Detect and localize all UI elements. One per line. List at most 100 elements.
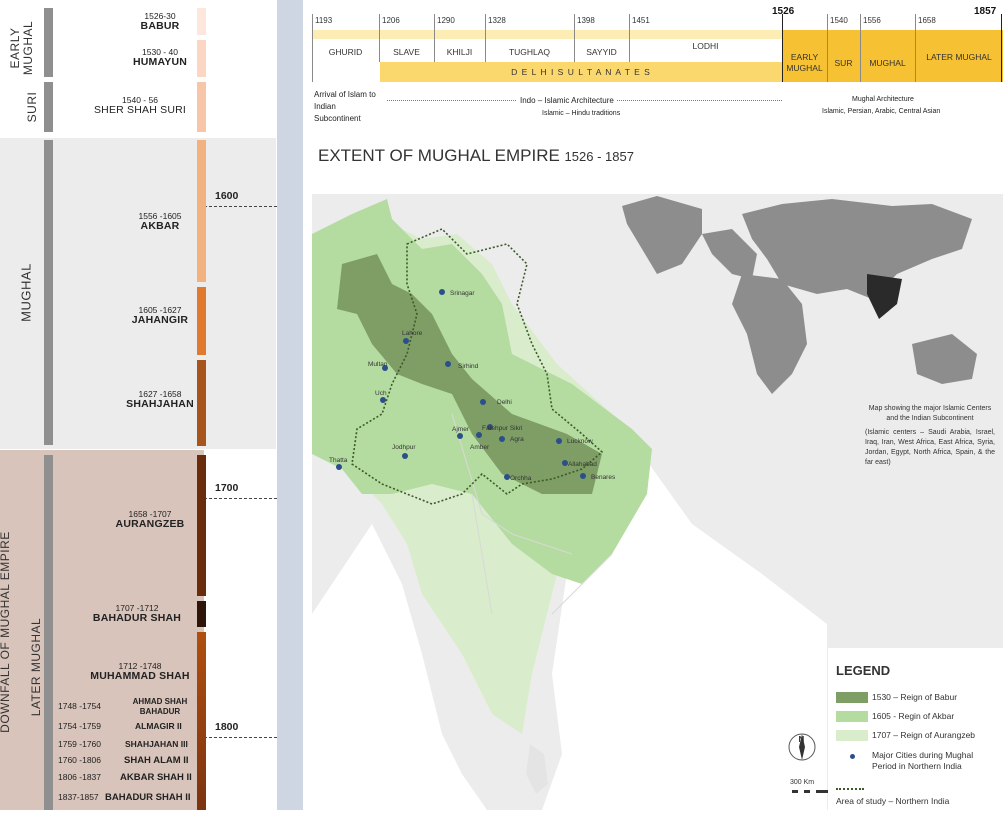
ruler-muhammad-shah: 1712 -1748 MUHAMMAD SHAH: [75, 661, 205, 681]
ruler-dates: 1605 -1627: [138, 305, 182, 315]
ruler-name: SHAHJAHAN: [126, 398, 194, 410]
ruler-dates: 1627 -1658: [138, 389, 182, 399]
city-dot-ajmer[interactable]: [457, 433, 463, 439]
swatch-later: [197, 632, 206, 810]
city-dot-amber[interactable]: [476, 432, 482, 438]
city-dot-multan[interactable]: [382, 365, 388, 371]
city-label-allahabad: Allahabad: [568, 461, 597, 468]
mughal-bar: [44, 140, 53, 445]
year-1700-tick: [204, 498, 302, 499]
ruler-jahangir: 1605 -1627 JAHANGIR: [100, 305, 220, 325]
year-1800: 1800: [215, 721, 239, 733]
swatch-sher-shah: [197, 82, 206, 132]
period-slave: SLAVE: [393, 47, 420, 57]
ruler-sher-shah-suri: 1540 - 56 SHER SHAH SURI: [70, 95, 210, 115]
section-later-mughal: LATER MUGHAL: [29, 617, 43, 717]
timeline-band-light: [312, 30, 1003, 39]
city-dot-allahabad[interactable]: [562, 460, 568, 466]
compass-n: N: [799, 735, 805, 744]
city-dot-orchha[interactable]: [504, 474, 510, 480]
city-dot-delhi[interactable]: [480, 399, 486, 405]
ruler-shahjahan: 1627 -1658 SHAHJAHAN: [100, 389, 220, 409]
region-babur: [337, 254, 602, 494]
ruler-name: SHAH ALAM II: [124, 755, 189, 766]
period-sur: SUR: [834, 58, 853, 68]
ruler-name: AURANGZEB: [115, 518, 185, 530]
inset-note-sub: (Islamic centers – Saudi Arabia, Israel,…: [865, 429, 995, 466]
scale-bar: 300 Km: [790, 779, 828, 793]
timeline-divider: [312, 14, 313, 82]
city-label-amber: Amber: [470, 444, 490, 451]
city-dot-fatehpur-sikri[interactable]: [487, 424, 493, 430]
ruler-name: AKBAR SHAH II: [120, 772, 192, 783]
ruler-bahadur-shah: 1707 -1712 BAHADUR SHAH: [77, 603, 197, 623]
ruler-name: SHER SHAH SURI: [93, 104, 187, 116]
map-area[interactable]: Srinagar Lahore Multan Sirhind Uch Delhi…: [312, 194, 1003, 810]
tl-year-1290: 1290: [437, 16, 455, 25]
timeline-divider: [1001, 14, 1002, 82]
city-dot-jodhpur[interactable]: [402, 453, 408, 459]
ruler-name: SHAHJAHAN III: [125, 739, 188, 749]
timeline-divider: [860, 14, 861, 82]
year-1700: 1700: [215, 482, 239, 494]
swatch-humayun: [197, 40, 206, 77]
ruler-dates: 1540 - 56: [122, 95, 158, 105]
city-dot-lucknow[interactable]: [556, 438, 562, 444]
tl-year-1398: 1398: [577, 16, 595, 25]
ruler-shahjahan-iii: 1759 -1760 SHAHJAHAN III: [58, 739, 198, 751]
later-mughal-bar: [44, 455, 53, 810]
ruler-name: BAHADUR SHAH: [92, 612, 182, 624]
ruler-aurangzeb: 1658 -1707 AURANGZEB: [90, 509, 210, 529]
map-title: EXTENT OF MUGHAL EMPIRE 1526 - 1857: [318, 146, 634, 166]
swatch-shahjahan: [197, 360, 206, 446]
ruler-ahmad-shah-bahadur: 1748 -1754 AHMAD SHAH BAHADUR: [58, 697, 198, 719]
city-dot-agra[interactable]: [499, 436, 505, 442]
period-lodhi: LODHI: [692, 41, 719, 51]
year-1600-tick: [204, 206, 302, 207]
legend-label-study: Area of study – Northern India: [836, 796, 950, 806]
inset-note: Map showing the major Islamic Centers an…: [868, 405, 992, 422]
city-label-multan: Multan: [368, 361, 388, 368]
ruler-almagir-ii: 1754 -1759 ALMAGIR II: [58, 721, 198, 733]
city-label-uch: Uch: [375, 390, 387, 397]
city-label-lucknow: Lucknow: [567, 438, 593, 445]
tl-year-1556: 1556: [863, 16, 881, 25]
period-ghurid: GHURID: [328, 47, 363, 57]
period-early-mughal: EARLY MUGHAL: [786, 52, 823, 73]
city-label-sirhind: Sirhind: [458, 363, 479, 370]
legend-swatch-aurangzeb: [836, 730, 868, 741]
ruler-dates: 1759 -1760: [58, 739, 102, 749]
year-1800-tick: [204, 737, 302, 738]
ruler-dates: 1754 -1759: [58, 721, 102, 731]
ruler-shah-alam-ii: 1760 -1806 SHAH ALAM II: [58, 755, 198, 767]
ruler-dates: 1707 -1712: [115, 603, 159, 613]
year-1600: 1600: [215, 190, 239, 202]
timeline: 1193 1206 1290 1328 1398 1451 1526 1540 …: [312, 0, 1003, 130]
sri-lanka: [526, 744, 548, 794]
city-dot-benares[interactable]: [580, 473, 586, 479]
section-early-mughal: EARLY MUGHAL: [8, 20, 35, 76]
legend-label-aurangzeb: 1707 – Reign of Aurangzeb: [872, 730, 976, 740]
legend-swatch-babur: [836, 692, 868, 703]
suri-bar: [44, 82, 53, 132]
compass: N: [788, 733, 816, 761]
city-dot-srinagar[interactable]: [439, 289, 445, 295]
period-khilji: KHILJI: [446, 47, 473, 57]
early-mughal-bar: [44, 8, 53, 77]
legend-title: LEGEND: [836, 663, 891, 678]
legend-city-dot: [850, 754, 855, 759]
ruler-name: JAHANGIR: [131, 314, 189, 326]
timeline-divider: [827, 14, 828, 82]
city-dot-sirhind[interactable]: [445, 361, 451, 367]
city-dot-uch[interactable]: [380, 397, 386, 403]
city-dot-thatta[interactable]: [336, 464, 342, 470]
ruler-name: BABUR: [140, 20, 180, 32]
period-mughal: MUGHAL: [869, 58, 906, 68]
city-dot-lahore[interactable]: [403, 338, 409, 344]
period-later-mughal: LATER MUGHAL: [926, 52, 992, 62]
legend-label-akbar: 1605 - Regin of Akbar: [872, 711, 955, 721]
map-svg: Srinagar Lahore Multan Sirhind Uch Delhi…: [312, 194, 1003, 810]
timeline-divider: [379, 14, 380, 62]
timeline-divider: [485, 14, 486, 62]
legend-study-line: [836, 788, 864, 790]
